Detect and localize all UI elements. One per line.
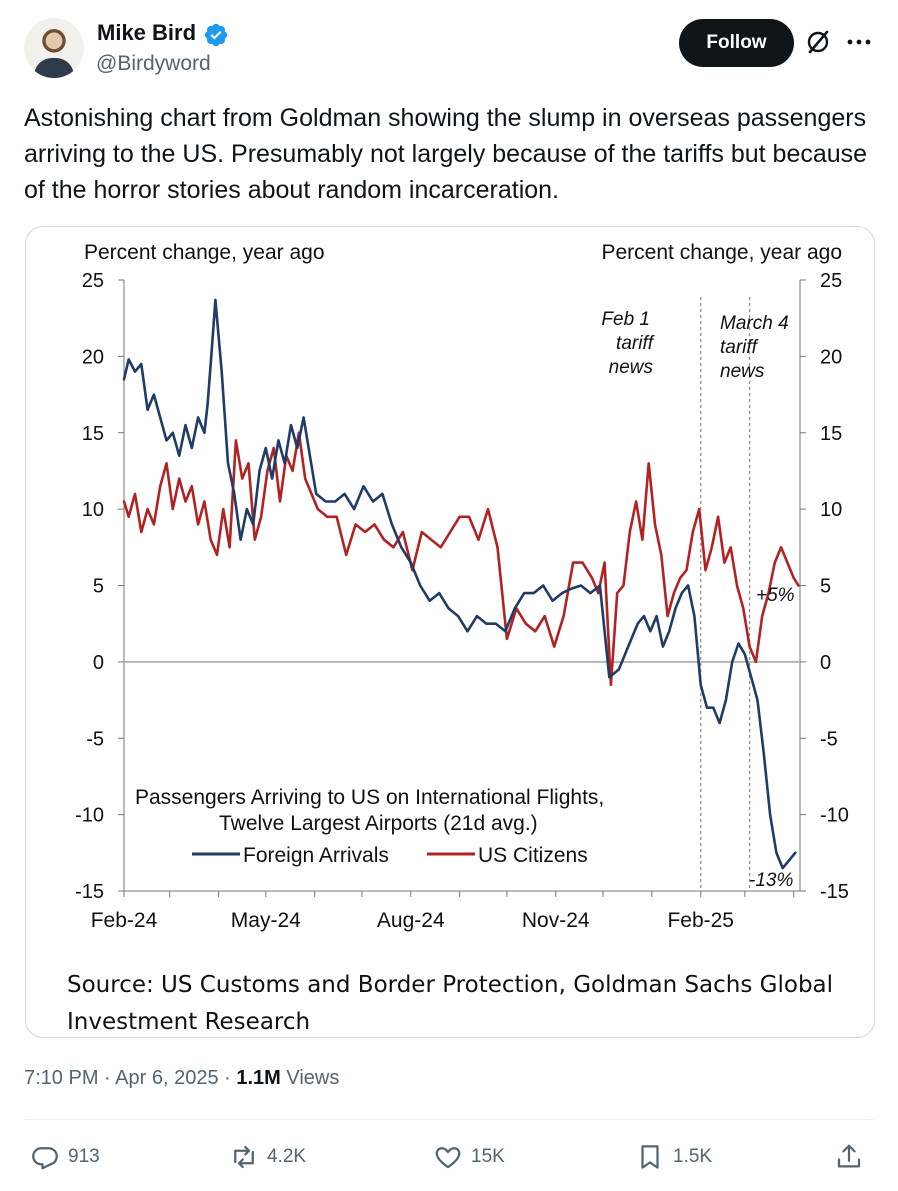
share-icon (837, 1144, 861, 1168)
right-axis-label: Percent change, year ago (602, 241, 843, 264)
y-tick-label-right: -15 (820, 881, 849, 903)
annotation-feb1-line1: Feb 1 (601, 309, 650, 330)
tweet-image[interactable]: 25 25 20 20 15 15 10 10 5 5 0 0 -5 -5 -10 -10 -15 -15 Feb-… (25, 226, 875, 1038)
reply-icon (32, 1147, 58, 1170)
legend-label-foreign: Foreign Arrivals (243, 844, 389, 867)
y-tick-label-left: -5 (86, 728, 104, 750)
x-tick-label: Feb-24 (91, 909, 158, 932)
y-tick-label-right: -5 (820, 728, 838, 750)
bookmark-count: 1.5K (673, 1146, 713, 1167)
repost-button[interactable]: 4.2K (229, 1140, 306, 1174)
views-label: Views (280, 1067, 340, 1089)
y-tick-label-right: 10 (820, 499, 842, 521)
share-button[interactable] (834, 1140, 864, 1174)
annotation-mar4-line1: March 4 (720, 313, 789, 334)
y-tick-label-left: 0 (93, 652, 104, 674)
y-tick-label-left: 10 (82, 499, 104, 521)
tweet-meta: 7:10 PM · Apr 6, 2025 · 1.1M Views (24, 1067, 339, 1090)
y-tick-label-right: 20 (820, 346, 842, 368)
repost-icon (234, 1145, 254, 1169)
repost-count: 4.2K (267, 1146, 307, 1167)
y-tick-label-left: -10 (75, 805, 104, 827)
annotation-feb1-line2: tariff (616, 333, 655, 354)
x-tick-label: May-24 (231, 909, 301, 932)
y-tick-label-left: 15 (82, 423, 104, 445)
reply-button[interactable]: 913 (30, 1140, 100, 1174)
like-count: 15K (471, 1146, 505, 1167)
series-line-us-citizens (122, 431, 800, 687)
follow-button[interactable]: Follow (679, 19, 794, 67)
line-chart: 25 25 20 20 15 15 10 10 5 5 0 0 -5 -5 -10 -10 -15 -15 Feb-… (75, 241, 849, 932)
x-tick-label: Feb-25 (667, 909, 734, 932)
legend-title-line2: Twelve Largest Airports (21d avg.) (219, 812, 538, 835)
divider (24, 1119, 874, 1120)
y-tick-label-right: 5 (820, 576, 831, 598)
tweet-text: Astonishing chart from Goldman showing t… (24, 104, 868, 204)
end-label-foreign-arrivals: -13% (749, 870, 793, 891)
y-tick-label-left: 25 (82, 270, 104, 292)
heart-icon (435, 1147, 461, 1169)
y-tick-label-right: -10 (820, 805, 849, 827)
reply-count: 913 (68, 1146, 100, 1167)
annotation-mar4-line3: news (720, 361, 765, 382)
author-name[interactable]: Mike Bird (97, 20, 197, 45)
end-label-us-citizens: +5% (756, 585, 795, 606)
y-tick-label-right: 15 (820, 423, 842, 445)
y-tick-label-left: -15 (75, 881, 104, 903)
avatar[interactable] (24, 18, 84, 78)
left-axis-label: Percent change, year ago (84, 241, 325, 264)
timestamp[interactable]: 7:10 PM · Apr 6, 2025 · (24, 1067, 237, 1089)
author-handle[interactable]: @Birdyword (96, 52, 211, 75)
y-tick-label-left: 5 (93, 576, 104, 598)
x-tick-label: Nov-24 (522, 909, 590, 932)
bookmark-icon (641, 1145, 659, 1169)
y-tick-label-left: 20 (82, 346, 104, 368)
annotation-mar4-line2: tariff (720, 337, 759, 358)
grok-icon[interactable] (804, 28, 832, 56)
x-tick-label: Aug-24 (377, 909, 445, 932)
series-line-foreign-arrivals (122, 298, 797, 870)
bookmark-button[interactable]: 1.5K (635, 1140, 712, 1174)
y-tick-label-right: 25 (820, 270, 842, 292)
more-options-icon[interactable] (845, 34, 873, 50)
annotation-feb1-line3: news (609, 357, 654, 378)
y-tick-label-right: 0 (820, 652, 831, 674)
verified-badge-icon (204, 23, 228, 47)
legend-title-line1: Passengers Arriving to US on Internation… (135, 786, 604, 809)
chart-source: Source: US Customs and Border Protection… (67, 972, 834, 1035)
legend-label-us: US Citizens (478, 844, 588, 867)
like-button[interactable]: 15K (433, 1140, 505, 1174)
views-count: 1.1M (236, 1067, 281, 1089)
